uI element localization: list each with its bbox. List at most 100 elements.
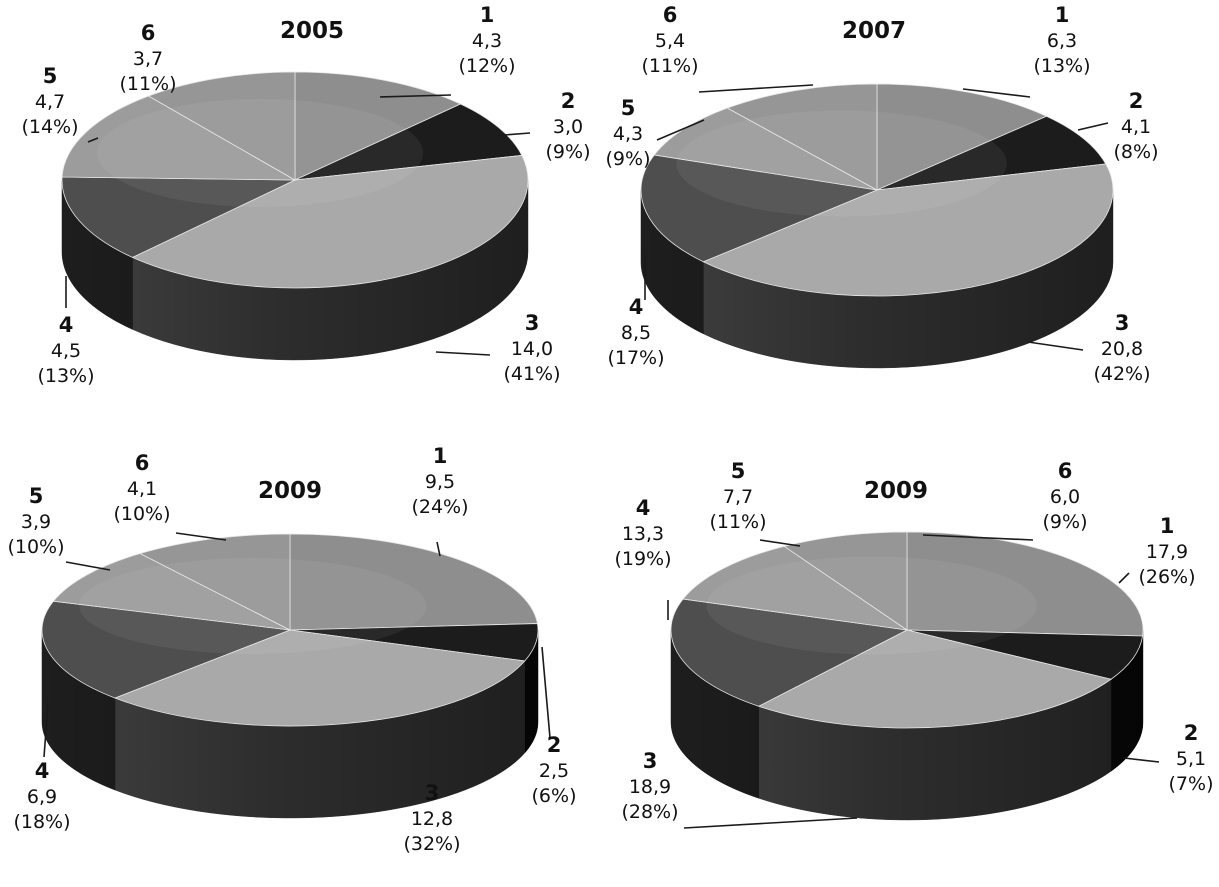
slice-category-label: 4 [35,759,50,783]
leader-line-1 [1118,572,1130,584]
slice-value-label: 4,1 [127,478,157,500]
slice-value-label: 12,8 [411,808,453,830]
pie-slice-4 [670,598,909,707]
slice-label-1: 1 9,5 (24%) [411,444,468,518]
slice-percent-label: (13%) [37,365,94,387]
chart-title: 2007 [842,18,906,44]
leader-line-2 [541,646,551,739]
slice-value-label: 18,9 [629,776,671,798]
pie-chart-1: 2005 1 4,3 (12%) 2 3,0 (9%) 3 14,0 (41%) 4 4,5 (13%)… [21,3,590,387]
slice-label-3: 3 12,8 (32%) [403,781,460,855]
pie-slice-1 [294,71,462,181]
slice-label-2: 2 4,1 (8%) [1114,89,1159,163]
slice-percent-label: (8%) [1114,141,1159,163]
slice-category-label: 5 [29,484,44,508]
slice-percent-label: (6%) [532,785,577,807]
slice-category-label: 5 [43,64,58,88]
pie-slice-3 [131,154,529,289]
pie-top-highlight [79,558,427,654]
pie-slice-2 [294,103,523,181]
slice-label-4: 4 6,9 (18%) [13,759,70,833]
pie-chart-2: 2007 1 6,3 (13%) 2 4,1 (8%) 3 20,8 (42%) 4 8,5 (17%)… [606,3,1159,385]
slice-label-4: 4 13,3 (19%) [614,496,671,570]
leader-line-5 [759,539,801,547]
slice-category-label: 2 [561,89,576,113]
pie-side-shading [641,190,1113,368]
slice-value-label: 4,1 [1121,116,1151,138]
slice-percent-label: (9%) [1043,511,1088,533]
slice-percent-label: (19%) [614,548,671,570]
slice-label-1: 1 4,3 (12%) [458,3,515,77]
leader-line-5 [65,561,111,571]
slice-label-4: 4 4,5 (13%) [37,313,94,387]
slice-category-label: 1 [480,3,495,27]
slice-category-label: 6 [1058,459,1073,483]
pie-slice-5 [52,553,291,631]
slice-category-label: 6 [663,3,678,27]
slice-percent-label: (11%) [119,73,176,95]
slice-label-1: 1 17,9 (26%) [1138,514,1195,588]
pie-slice-5 [682,545,908,631]
slice-percent-label: (13%) [1033,55,1090,77]
pie-slice-5 [61,95,297,181]
slice-percent-label: (7%) [1169,773,1214,795]
slice-label-2: 2 5,1 (7%) [1169,721,1214,795]
pie-side-wall [41,629,539,819]
slice-category-label: 2 [547,733,562,757]
slice-value-label: 4,5 [51,340,81,362]
slice-value-label: 7,7 [723,486,753,508]
leader-line-2 [1077,122,1109,131]
pie-slice-6 [139,533,291,631]
slice-value-label: 4,3 [472,30,502,52]
slice-label-3: 3 14,0 (41%) [503,311,560,385]
slice-percent-label: (10%) [113,503,170,525]
pie-slice-4 [61,176,296,258]
slice-value-label: 4,3 [613,123,643,145]
pie-chart-4: 2009 1 17,9 (26%) 2 5,1 (7%) 3 18,9 (28%) 4 13,3 (19… [614,459,1214,829]
pie-chart-3: 2009 1 9,5 (24%) 2 2,5 (6%) 3 12,8 (32%) 4 6,9 (18%)… [7,444,576,855]
pie-slice-3 [113,629,526,727]
slice-label-6: 6 5,4 (11%) [641,3,698,77]
pie-slice-3 [757,629,1112,729]
slice-value-label: 3,7 [133,48,163,70]
leader-line-3 [1027,341,1084,351]
slice-label-6: 6 4,1 (10%) [113,451,170,525]
slice-label-5: 5 4,7 (14%) [21,64,78,138]
leader-line-4 [43,702,49,758]
slice-percent-label: (11%) [641,55,698,77]
slice-category-label: 2 [1184,721,1199,745]
slice-value-label: 5,1 [1176,748,1206,770]
leader-line-6 [175,532,227,541]
pie-top-highlight [706,556,1037,655]
slice-value-label: 6,9 [27,786,57,808]
slice-label-1: 1 6,3 (13%) [1033,3,1090,77]
leader-line-1 [436,541,441,557]
pie-slice-2 [906,629,1144,680]
slice-category-label: 4 [59,313,74,337]
slice-percent-label: (10%) [7,536,64,558]
slice-label-2: 2 2,5 (6%) [532,733,577,807]
slice-label-4: 4 8,5 (17%) [607,295,664,369]
pie-slice-3 [702,163,1114,297]
slice-value-label: 17,9 [1146,541,1188,563]
slice-category-label: 3 [425,781,440,805]
slice-value-label: 2,5 [539,760,569,782]
slice-percent-label: (28%) [621,801,678,823]
slice-category-label: 6 [141,21,156,45]
slice-percent-label: (42%) [1093,363,1150,385]
slice-percent-label: (11%) [709,511,766,533]
chart-title: 2009 [864,478,928,504]
slice-category-label: 4 [636,496,651,520]
slice-percent-label: (41%) [503,363,560,385]
slice-category-label: 3 [643,749,658,773]
slice-value-label: 4,7 [35,91,65,113]
slice-category-label: 5 [731,459,746,483]
leader-line-5 [656,119,705,141]
pie-slice-4 [41,600,291,699]
leader-line-5 [87,137,99,143]
slice-percent-label: (32%) [403,833,460,855]
slice-category-label: 4 [629,295,644,319]
slice-percent-label: (12%) [458,55,515,77]
pie-top-highlight [96,99,424,207]
